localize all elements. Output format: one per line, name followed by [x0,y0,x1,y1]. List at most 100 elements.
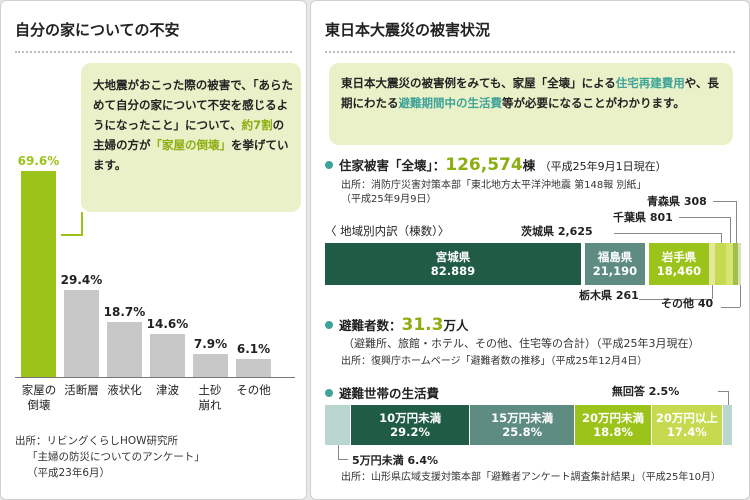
callout-connector-horizontal [61,234,83,236]
callout-highlight-ratio: 約7割 [241,118,273,132]
evacuees-description: （避難所、旅館・ホテル、その他、住宅等の合計）（平成25年3月現在） [343,337,700,350]
living-source: 出所：山形県広域支援対策本部「避難者アンケート調査集計結果」（平成25年10月） [341,472,722,483]
housing-leader-below-v-1 [712,285,713,299]
left-source-line-1: 出所：リビングくらしHOW研究所 [15,435,179,447]
intro-text-1: 東日本大震災の被害例をみても、家屋「全壊」による [341,76,616,90]
bullet-dot-icon [325,161,333,169]
housing-total-value: 126,574 [445,155,523,175]
living-cost-heading: 避難世帯の生活費 [325,383,439,402]
evacuees-unit: 万人 [443,318,469,333]
living-segment-3: 15万円未満 25.8% [470,405,575,445]
living-leader-h-2 [717,391,728,392]
housing-segment-7 [733,243,738,285]
housing-leader-h-1 [614,233,721,234]
bar-category-label-6: その他 [236,383,271,397]
housing-segment-name-3: 岩手県 [661,250,697,264]
housing-label-千葉県: 千葉県 801 [613,211,673,224]
bar-chart-baseline [15,377,295,378]
bar-category-label-3: 液状化 [107,383,142,397]
left-panel-title: 自分の家についての不安 [15,21,180,39]
housing-leader-below-h-1 [639,299,712,300]
living-leader-v-1 [338,445,340,459]
left-source-line-2: 「主婦の防災についてのアンケート」 [27,451,205,463]
right-intro: 東日本大震災の被害例をみても、家屋「全壊」による住宅再建費用や、長期にわたる避難… [329,63,733,145]
housing-total-unit: 棟 [522,158,536,173]
left-panel: 自分の家についての不安 大地震がおこった際の被害で、「あらためて自分の家について… [0,0,307,500]
housing-breakdown-title: 〈 地域別内訳（棟数）〉 [325,224,450,238]
living-heading-label: 避難世帯の生活費 [339,386,440,401]
housing-leader-h-3 [713,201,736,202]
left-source: 出所：リビングくらしHOW研究所 「主婦の防災についてのアンケート」 （平成23… [15,433,205,481]
bar-value-label-3: 18.7% [103,304,146,319]
living-segment-name-4: 20万円未満 [582,411,645,425]
bar-value-label-1: 69.6% [17,154,60,168]
intro-highlight-rebuild-cost: 住宅再建費用 [615,76,685,90]
housing-segment-value-1: 82.889 [430,264,476,278]
housing-segment-6 [726,243,733,285]
housing-segment-2: 福島県 21,190 [585,243,645,285]
housing-segment-8 [738,243,741,285]
housing-segment-5 [715,243,726,285]
callout-text-pre: 大地震がおこった際の被害で、「あらためて自分の家について不安を感じるようになった… [93,78,293,132]
living-segment-value-3: 25.8% [502,425,543,439]
living-segment-5: 20万円以上 17.4% [651,405,722,445]
intro-highlight-living-cost: 避難期間中の生活費 [398,96,503,110]
bar-value-label-4: 14.6% [146,316,189,331]
housing-segment-name-2: 福島県 [597,250,633,264]
right-panel: 東日本大震災の被害状況 東日本大震災の被害例をみても、家屋「全壊」による住宅再建… [310,0,750,500]
living-segment-2: 10万円未満 29.2% [351,405,470,445]
right-panel-title: 東日本大震災の被害状況 [325,21,491,39]
housing-segment-3: 岩手県 18,460 [649,243,709,285]
housing-leader-below-v-2 [739,285,741,307]
living-segment-name-5: 20万円以上 [655,411,718,425]
housing-leader-v-1 [720,233,722,243]
left-source-line-3: （平成23年6月） [27,467,111,479]
housing-label-栃木県: 栃木県 261 [579,289,639,302]
bar-value-label-6: 6.1% [236,341,271,356]
housing-source-1: 出所：消防庁災害対策本部「東北地方太平洋沖地震 第148報 別紙」 [341,180,647,191]
housing-segment-4 [709,243,715,285]
housing-damage-heading: 住家被害「全壊」：126,574棟 （平成25年9月1日現在） [325,155,667,175]
bar-3 [107,321,142,377]
housing-segment-value-3: 18,460 [656,264,702,278]
living-leader-v-2 [727,391,729,405]
housing-heading-label: 住家被害「全壊」： [339,158,446,173]
housing-source-2: （平成25年9月9日） [341,194,437,205]
evacuees-heading-label: 避難者数： [339,318,402,333]
housing-segment-name-1: 宮城県 [435,250,471,264]
living-segment-value-5: 17.4% [666,425,707,439]
bar-category-label-2: 活断層 [64,383,99,397]
living-leader-h-1 [338,459,349,460]
evacuees-source: 出所：復興庁ホームページ「避難者数の推移」（平成25年12月4日） [341,356,648,367]
callout-highlight-collapse: 「家屋の倒壊」 [150,138,232,152]
housing-asof: （平成25年9月1日現在） [539,160,667,173]
callout-text-post: を挙げています。 [93,138,289,172]
intro-text-2: や、長期にわたる [341,76,719,110]
housing-label-茨城県: 茨城県 2,625 [521,225,593,238]
housing-label-青森県: 青森県 308 [647,195,707,208]
left-title-divider [15,51,292,53]
callout-connector-vertical [81,212,83,234]
evacuees-heading: 避難者数：31.3万人 [325,315,468,335]
bar-6 [236,358,271,377]
housing-leader-v-2 [729,217,731,243]
bar-value-label-5: 7.9% [193,336,228,351]
bar-category-label-1: 家屋の倒壊 [21,383,57,412]
bar-category-label-5: 土砂崩れ [198,383,222,412]
bar-5 [193,353,228,377]
living-label-無回答: 無回答 2.5% [611,385,680,398]
bullet-dot-icon [325,389,333,397]
housing-leader-below-h-2 [721,307,740,308]
right-title-divider [325,51,735,53]
living-label-5万円未満: 5万円未満 6.4% [352,454,439,467]
housing-leader-v-3 [735,201,737,243]
living-segment-value-4: 18.8% [593,425,634,439]
housing-segment-value-2: 21,190 [592,264,638,278]
bar-4 [150,333,185,377]
housing-label-その他: その他 40 [661,297,714,310]
living-segment-name-2: 10万円未満 [379,411,442,425]
bar-category-label-4: 津波 [156,383,179,397]
living-segment-4: 20万円未満 18.8% [575,405,651,445]
intro-text-3: 等が必要になることがわかります。 [502,96,685,110]
bar-2 [64,289,99,377]
